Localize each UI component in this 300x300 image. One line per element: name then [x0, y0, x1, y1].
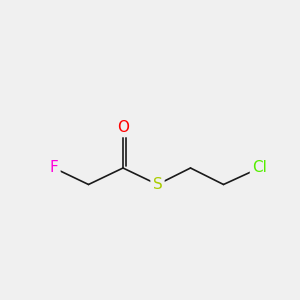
Text: Cl: Cl: [252, 160, 267, 175]
Text: F: F: [50, 160, 58, 175]
Text: S: S: [153, 177, 162, 192]
Text: O: O: [117, 120, 129, 135]
